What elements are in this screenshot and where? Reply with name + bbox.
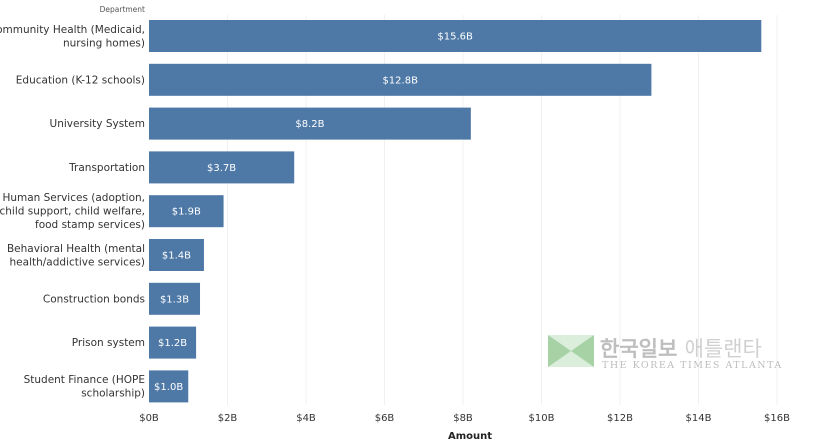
watermark-english: THE KOREA TIMES ATLANTA (602, 360, 783, 371)
x-tick-label: $6B (375, 413, 395, 424)
x-tick-label: $0B (139, 413, 159, 424)
category-label: University System (50, 118, 145, 130)
x-tick-label: $4B (296, 413, 316, 424)
category-label: Transportation (68, 162, 145, 174)
x-tick-label: $12B (607, 413, 633, 424)
data-label: $15.6B (437, 32, 473, 43)
bar (149, 151, 295, 184)
category-label: child support, child welfare, (0, 206, 145, 218)
category-label: Human Services (adoption, (2, 192, 145, 204)
x-tick-label: $16B (764, 413, 790, 424)
data-label: $12.8B (382, 75, 418, 86)
x-tick-label: $2B (218, 413, 238, 424)
data-label: $1.0B (154, 382, 183, 393)
category-label: food stamp services) (35, 219, 145, 231)
category-label: scholarship) (81, 388, 145, 400)
data-label: $8.2B (295, 119, 324, 130)
bar (149, 239, 204, 271)
category-label: Education (K-12 schools) (16, 74, 145, 86)
x-tick-label: $14B (686, 413, 712, 424)
bar (149, 195, 224, 228)
bar (149, 282, 201, 315)
x-tick-label: $8B (453, 413, 473, 424)
bar (149, 63, 652, 96)
category-label: Community Health (Medicaid, (0, 24, 145, 36)
data-label: $1.4B (162, 251, 191, 262)
bar (149, 107, 471, 140)
category-label: nursing homes) (63, 37, 145, 49)
category-label: health/addictive services) (10, 256, 145, 268)
category-label: Construction bonds (43, 293, 145, 305)
bar (149, 370, 189, 403)
data-label: $3.7B (207, 163, 236, 174)
watermark-korean2: 애틀랜타 (684, 337, 762, 361)
bar (149, 326, 197, 359)
data-label: $1.2B (158, 338, 187, 349)
bar (149, 20, 762, 52)
data-label: $1.9B (172, 207, 201, 218)
x-axis-title: Amount (448, 431, 492, 442)
category-label: Behavioral Health (mental (7, 243, 145, 255)
category-label: Student Finance (HOPE (24, 374, 145, 386)
data-label: $1.3B (160, 294, 189, 305)
x-tick-label: $10B (529, 413, 555, 424)
logo-icon (548, 335, 594, 367)
category-label: Prison system (72, 337, 145, 349)
watermark-korean: 한국일보 (600, 337, 678, 361)
row-header: Department (100, 5, 145, 14)
watermark-logo: 한국일보 애틀랜타 THE KOREA TIMES ATLANTA (548, 335, 808, 375)
